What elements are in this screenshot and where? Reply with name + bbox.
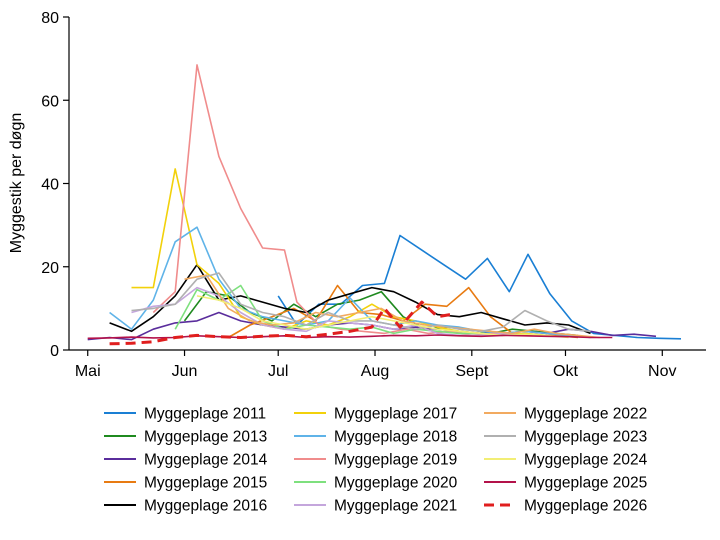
x-tick-label: Aug [361, 363, 389, 380]
y-tick-label: 0 [50, 343, 59, 360]
x-tick-label: Nov [648, 363, 676, 380]
legend-label: Myggeplage 2026 [524, 498, 647, 515]
x-tick-label: Jun [172, 363, 198, 380]
y-axis-title: Myggestik per døgn [8, 113, 25, 254]
legend-label: Myggeplage 2022 [524, 406, 647, 423]
legend-label: Myggeplage 2015 [144, 475, 267, 492]
x-tick-label: Sept [455, 363, 488, 380]
y-tick-label: 20 [41, 260, 59, 277]
series-line [196, 295, 569, 339]
y-tick-label: 60 [41, 93, 59, 110]
plot-area: 0 20 40 60 80 Mai Jun Jul Aug Sept Okt Nov [41, 10, 706, 380]
legend-label: Myggeplage 2014 [144, 452, 268, 469]
legend: Myggeplage 2011 Myggeplage 2013 Myggeplage… [104, 406, 648, 515]
y-tick-label: 80 [41, 10, 59, 27]
x-tick-label: Mai [75, 363, 101, 380]
legend-label: Myggeplage 2016 [144, 498, 267, 515]
series-line [174, 284, 504, 337]
legend-label: Myggeplage 2017 [334, 406, 457, 423]
legend-label: Myggeplage 2024 [524, 452, 648, 469]
series-line [131, 272, 591, 333]
x-axis-ticks: Mai Jun Jul Aug Sept Okt Nov [75, 350, 677, 380]
series-lines [87, 64, 682, 346]
y-tick-label: 40 [41, 177, 59, 194]
legend-label: Myggeplage 2011 [144, 406, 266, 423]
y-axis-ticks: 0 20 40 60 80 [41, 10, 69, 360]
legend-label: Myggeplage 2025 [524, 475, 647, 492]
legend-label: Myggeplage 2013 [144, 429, 267, 446]
legend-label: Myggeplage 2021 [334, 498, 457, 515]
series-line [184, 274, 600, 339]
legend-label: Myggeplage 2020 [334, 475, 458, 492]
x-tick-label: Okt [553, 363, 578, 380]
legend-label: Myggeplage 2023 [524, 429, 647, 446]
legend-label: Myggeplage 2018 [334, 429, 457, 446]
legend-label: Myggeplage 2019 [334, 452, 457, 469]
x-tick-label: Jul [268, 363, 288, 380]
